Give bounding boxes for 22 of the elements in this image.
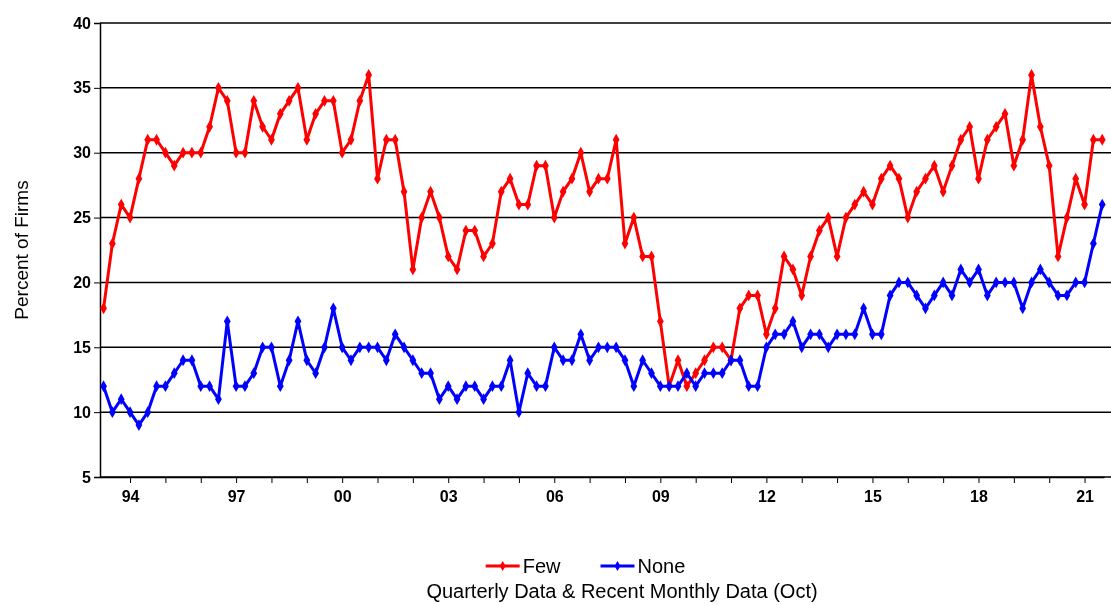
y-tick-label: 40 [73,14,92,32]
x-tick-label: 15 [864,488,882,506]
x-tick-label: 12 [757,488,776,506]
y-tick-label: 15 [73,338,92,356]
x-tick-label: 18 [970,488,988,506]
x-tick-label: 94 [121,488,140,506]
x-tick-label: 06 [545,488,564,506]
y-tick-label: 20 [73,274,92,292]
legend-label: Few [522,555,562,577]
y-tick-label: 10 [73,403,92,421]
x-tick-label: 00 [333,488,352,506]
y-tick-label: 30 [73,144,92,162]
y-tick-label: 35 [73,79,92,97]
legend-label: None [637,555,686,577]
x-tick-label: 21 [1076,488,1095,506]
y-tick-label: 5 [82,468,92,486]
x-tick-label: 03 [439,488,458,506]
y-tick-label: 25 [73,209,92,227]
text: Quarterly Data & Recent Monthly Data (Oct) [426,580,818,602]
x-tick-label: 09 [651,488,670,506]
x-tick-label: 97 [227,488,246,506]
y-axis-title: Percent of Firms [11,180,32,320]
